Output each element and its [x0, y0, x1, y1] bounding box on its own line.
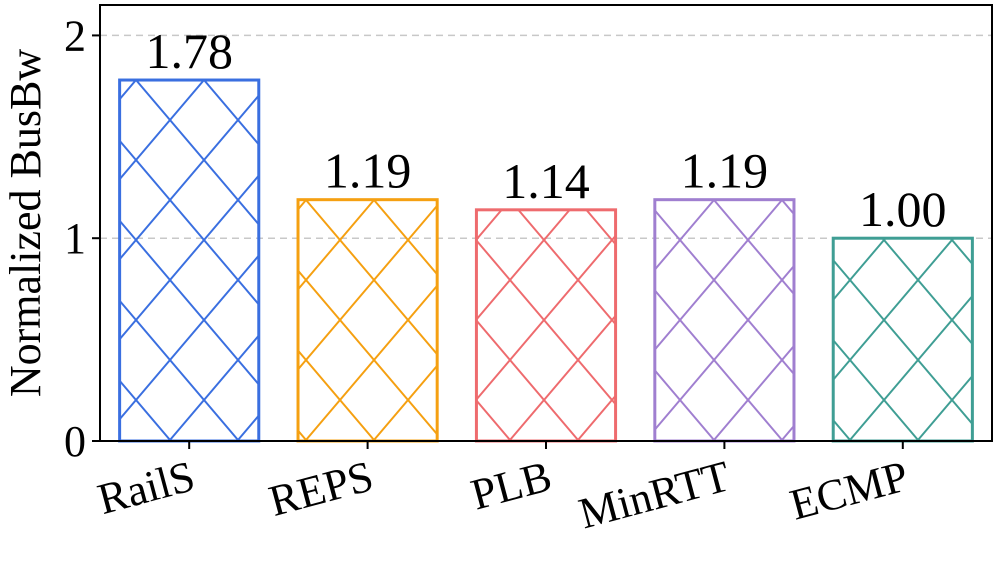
- y-tick-label: 0: [64, 417, 86, 466]
- y-axis-title: Normalized BusBw: [1, 49, 50, 398]
- value-labels: 1.78 1.19 1.14 1.19 1.00: [145, 23, 946, 237]
- x-tick-label: RailS: [93, 451, 200, 524]
- bar-value-label: 1.14: [502, 153, 590, 209]
- bar-value-label: 1.19: [681, 143, 769, 199]
- x-tick-label: PLB: [466, 451, 557, 519]
- y-tick-label: 1: [64, 214, 86, 263]
- bar-value-label: 1.78: [145, 23, 233, 79]
- bar-plb: [474, 208, 618, 443]
- x-tick-label: ECMP: [785, 451, 913, 529]
- bar-reps: [296, 198, 439, 443]
- bar-rails: [118, 78, 261, 443]
- bar-value-label: 1.00: [859, 181, 947, 237]
- y-tick-label: 2: [64, 11, 86, 60]
- bar-value-label: 1.19: [324, 143, 412, 199]
- bar-ecmp: [831, 236, 974, 443]
- bar-minrtt: [653, 198, 796, 443]
- x-tick-label: REPS: [264, 451, 378, 526]
- bars: [118, 78, 974, 443]
- x-tick-label: MinRTT: [574, 451, 735, 538]
